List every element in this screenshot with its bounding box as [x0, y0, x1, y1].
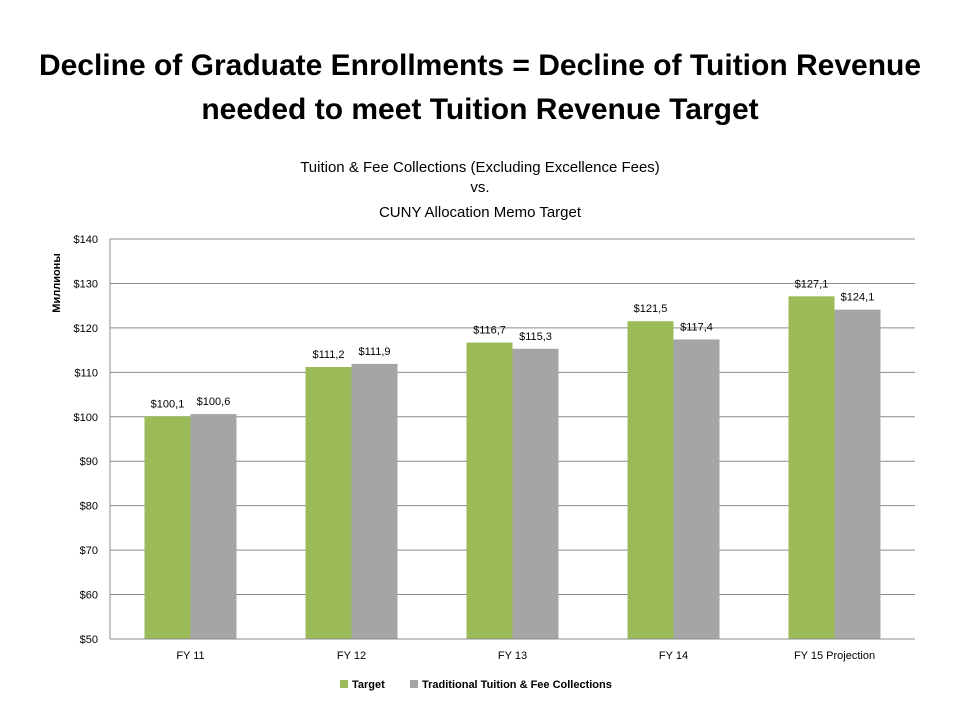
x-tick-label: FY 13 [498, 650, 527, 662]
bars [144, 296, 881, 639]
bar-collections [834, 309, 881, 639]
x-tick-label: FY 14 [659, 650, 688, 662]
legend-label: Target [352, 679, 385, 691]
y-tick-label: $130 [74, 278, 98, 290]
slide-title: Decline of Graduate Enrollments = Declin… [38, 49, 922, 126]
legend-swatch [340, 680, 348, 688]
data-label: $111,2 [312, 349, 344, 361]
bar-collections [673, 339, 720, 639]
data-label: $115,3 [519, 331, 552, 343]
chart-title-line-1: Tuition & Fee Collections (Excluding Exc… [300, 159, 660, 176]
chart-title-line-3: CUNY Allocation Memo Target [379, 204, 582, 221]
bar-collections [512, 348, 559, 639]
data-labels: $100,1 $100,6 $111,2 $111,9 $116,7 $115,3 $121… [151, 278, 875, 410]
data-label: $117,4 [680, 321, 713, 333]
y-tick-label: $100 [74, 412, 98, 424]
bar-target [788, 296, 835, 639]
legend-label: Traditional Tuition & Fee Collections [422, 679, 612, 691]
data-label: $111,9 [358, 346, 390, 358]
bar-target [144, 416, 191, 639]
data-label: $127,1 [795, 278, 829, 290]
x-tick-label: FY 15 Projection [794, 650, 875, 662]
y-axis-ticks: $50 $60 $70 $80 $90 $100 $110 $120 $130 $140 [74, 234, 98, 646]
legend: Target Traditional Tuition & Fee Collecti… [340, 679, 612, 691]
y-tick-label: $110 [74, 367, 98, 379]
chart-title-line-2: vs. [470, 179, 489, 196]
y-tick-label: $70 [80, 545, 98, 557]
y-tick-label: $60 [80, 590, 98, 602]
y-tick-label: $50 [80, 634, 98, 646]
bar-target [627, 321, 674, 639]
x-tick-label: FY 11 [176, 650, 204, 662]
bar-collections [190, 414, 237, 639]
bar-target [305, 367, 352, 639]
legend-swatch [410, 680, 418, 688]
y-tick-label: $120 [74, 323, 98, 335]
bar-collections [351, 363, 398, 639]
bar-target [466, 342, 513, 639]
x-tick-label: FY 12 [337, 650, 366, 662]
data-label: $100,1 [151, 398, 185, 410]
y-axis-label: Миллионы [51, 253, 63, 312]
data-label: $100,6 [197, 396, 231, 408]
y-tick-label: $80 [80, 501, 98, 513]
data-label: $116,7 [473, 325, 506, 337]
x-axis-ticks: FY 11 FY 12 FY 13 FY 14 FY 15 Projection [176, 650, 875, 662]
y-tick-label: $90 [80, 456, 98, 468]
data-label: $121,5 [634, 303, 668, 315]
y-tick-label: $140 [74, 234, 98, 246]
chart-title: Tuition & Fee Collections (Excluding Exc… [300, 159, 660, 221]
data-label: $124,1 [841, 292, 875, 304]
